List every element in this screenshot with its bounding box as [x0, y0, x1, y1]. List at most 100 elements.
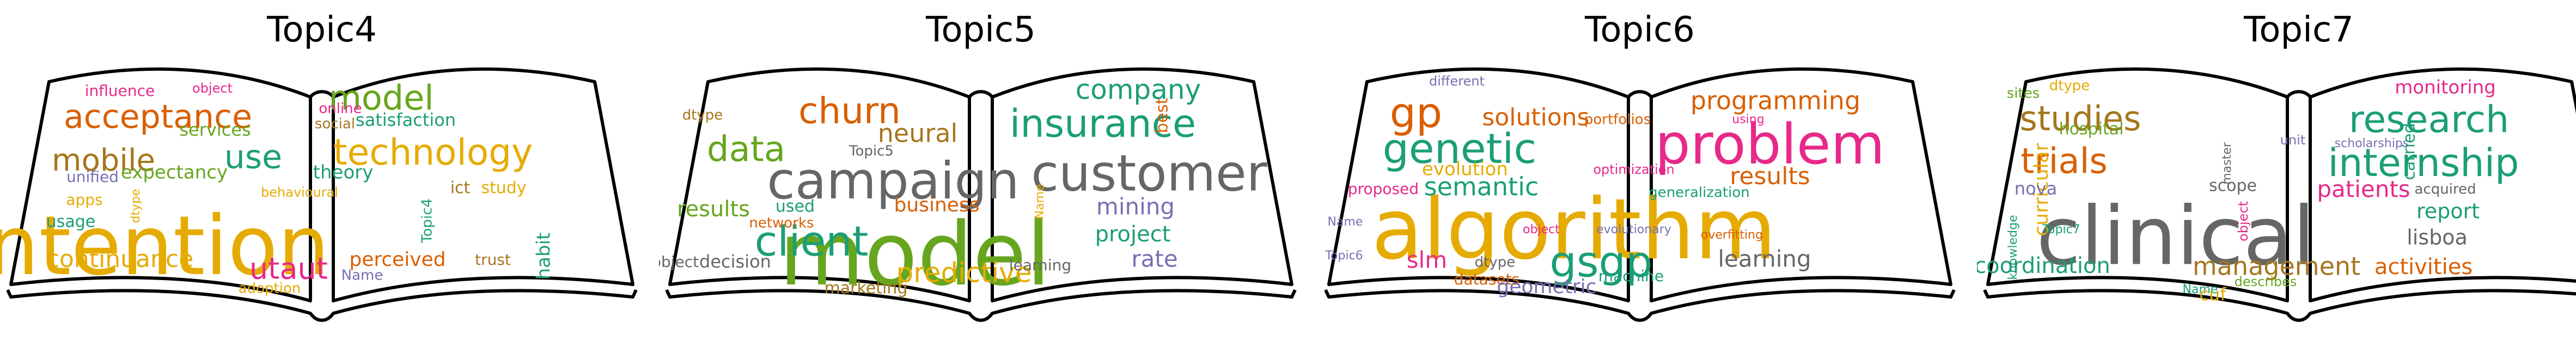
- cloud-word: algorithm: [1371, 181, 1776, 278]
- cloud-word: Topic4: [419, 198, 436, 244]
- cloud-word: carried: [2400, 123, 2419, 180]
- cloud-word: report: [2416, 199, 2480, 223]
- cloud-word: describes: [2235, 274, 2297, 289]
- cloud-word: object: [2236, 201, 2251, 241]
- cloud-word: studies: [2020, 99, 2141, 138]
- cloud-word: Name: [2183, 283, 2218, 296]
- book-left-page: [1327, 67, 1630, 302]
- cloud-word: learning: [1718, 246, 1811, 272]
- cloud-word: datasets: [1454, 270, 1519, 288]
- cloud-word: perceived: [349, 248, 445, 271]
- cloud-word: continuance: [46, 245, 193, 273]
- cloud-word: machine: [1598, 267, 1664, 285]
- cloud-word: dtype: [682, 107, 723, 124]
- word-cloud: intention acceptance model technology mobile…: [0, 78, 555, 297]
- cloud-word: object: [192, 81, 233, 96]
- cloud-word: acceptance: [64, 98, 252, 136]
- cloud-word: acquired: [2414, 181, 2476, 198]
- cloud-word: best: [1153, 98, 1172, 133]
- cloud-word: technology: [333, 131, 533, 173]
- cloud-word: networks: [749, 215, 814, 232]
- book-left-page: [1986, 67, 2289, 302]
- cloud-word: predictive: [896, 257, 1032, 289]
- topic-panel: Topic7 clinical research internship studies…: [1977, 0, 2576, 364]
- cloud-word: lisboa: [2407, 226, 2468, 250]
- panel-title: Topic6: [1585, 10, 1695, 50]
- cloud-word: model: [779, 203, 1051, 305]
- cloud-word: services: [179, 119, 251, 140]
- open-book-outline: [1983, 67, 2576, 322]
- cloud-word: monitoring: [2395, 77, 2496, 99]
- topic-panel: Topic4 intention acceptance model technolog…: [0, 0, 644, 364]
- cloud-word: management: [2193, 252, 2360, 281]
- cloud-word: hospital: [2059, 120, 2124, 139]
- book-bottom-edge: [1983, 289, 2576, 322]
- cloud-word: portfolios: [1584, 112, 1651, 128]
- cloud-word: sites: [2007, 86, 2040, 102]
- cloud-word: different: [1429, 74, 1485, 89]
- cloud-word: campaign: [767, 151, 1019, 211]
- book-right-page: [991, 67, 1293, 302]
- topic-panel: Topic5 model campaign customer client insura…: [659, 0, 1303, 364]
- cloud-word: online: [319, 101, 362, 117]
- cloud-word: mining: [1096, 193, 1175, 220]
- cloud-word: Topic5: [849, 143, 894, 160]
- cloud-word: activities: [2374, 254, 2473, 280]
- cloud-word: optimization: [1593, 162, 1674, 177]
- book-bottom-edge: [1324, 289, 1956, 322]
- cloud-word: results: [677, 197, 750, 222]
- cloud-word: curricular: [2030, 143, 2053, 236]
- cloud-word: usage: [46, 213, 96, 232]
- cloud-word: overfitting: [1701, 228, 1763, 242]
- cloud-word: generalization: [1649, 185, 1749, 201]
- cloud-word: trials: [2020, 142, 2108, 182]
- cloud-word: project: [1095, 222, 1171, 247]
- topic-panel: Topic6 algorithm problem genetic gp programm…: [1318, 0, 1962, 364]
- cloud-word: unit: [2280, 132, 2306, 148]
- cloud-word: expectancy: [121, 162, 228, 184]
- cloud-word: adoption: [239, 281, 301, 297]
- cloud-word: Topic7: [2042, 223, 2080, 236]
- cloud-word: patients: [2317, 176, 2410, 203]
- book-spine: [309, 90, 335, 99]
- cloud-word: gsgp: [1549, 238, 1652, 287]
- cloud-word: object: [1523, 223, 1560, 236]
- book-left-page: [9, 67, 312, 302]
- cloud-word: object: [659, 253, 699, 271]
- book-spine: [1627, 90, 1653, 99]
- cloud-word: intention: [0, 199, 329, 294]
- cloud-word: results: [1730, 162, 1810, 190]
- cloud-word: ict: [450, 179, 471, 198]
- cloud-word: research: [2349, 99, 2509, 142]
- cloud-word: insurance: [1010, 101, 1196, 146]
- cloud-word: evolution: [1422, 159, 1508, 180]
- cloud-word: dtype: [129, 189, 143, 223]
- cloud-word: Name: [1328, 215, 1363, 229]
- cloud-word: dtype: [2049, 78, 2090, 94]
- cloud-word: neural: [878, 119, 958, 148]
- book-left-page: [668, 67, 971, 302]
- cloud-word: Name: [341, 268, 383, 284]
- cloud-word: internship: [2328, 141, 2519, 185]
- cloud-word: rate: [1131, 246, 1177, 272]
- cloud-word: company: [1076, 74, 1201, 106]
- cloud-word: social: [315, 116, 355, 132]
- cloud-word: mobile: [52, 143, 155, 178]
- book-right-page: [1650, 67, 1952, 302]
- open-book-outline: [6, 67, 638, 322]
- cloud-word: utaut: [249, 252, 328, 286]
- book-bottom-edge: [665, 289, 1297, 322]
- cloud-word: cuf: [2199, 284, 2226, 305]
- cloud-word: habit: [533, 233, 555, 280]
- cloud-word: client: [755, 217, 869, 265]
- book-spine: [968, 90, 994, 99]
- cloud-word: decision: [699, 251, 771, 272]
- cloud-word: satisfaction: [356, 110, 456, 130]
- cloud-word: using: [1732, 113, 1764, 126]
- cloud-word: scholarships: [2335, 137, 2409, 150]
- cloud-word: dtype: [1475, 254, 1516, 271]
- cloud-word: trust: [475, 251, 511, 269]
- cloud-word: model: [328, 78, 434, 118]
